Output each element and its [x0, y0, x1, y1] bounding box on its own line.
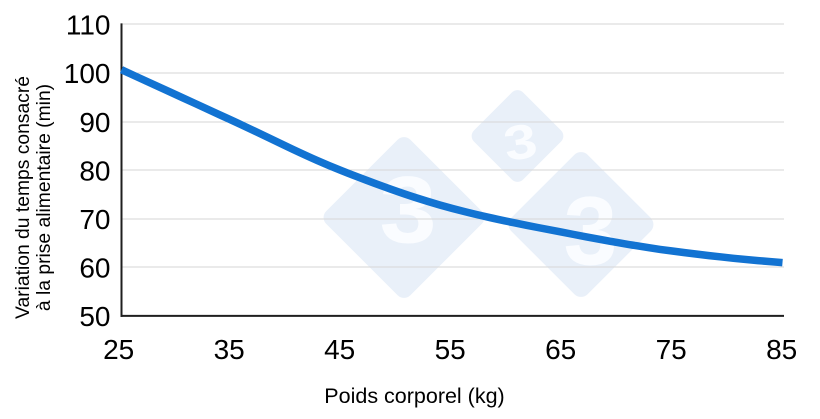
svg-text:65: 65 — [545, 334, 576, 365]
svg-text:90: 90 — [79, 107, 110, 138]
svg-text:45: 45 — [324, 334, 355, 365]
svg-text:3: 3 — [379, 156, 436, 263]
svg-text:60: 60 — [79, 253, 110, 284]
svg-text:25: 25 — [103, 334, 134, 365]
svg-text:3: 3 — [500, 114, 541, 172]
svg-text:100: 100 — [64, 58, 111, 89]
svg-text:35: 35 — [214, 334, 245, 365]
svg-text:110: 110 — [66, 10, 111, 41]
svg-text:Poids corporel (kg): Poids corporel (kg) — [324, 384, 504, 408]
svg-text:75: 75 — [656, 334, 687, 365]
svg-text:85: 85 — [766, 334, 797, 365]
svg-text:55: 55 — [435, 334, 466, 365]
svg-text:80: 80 — [79, 155, 110, 186]
svg-text:70: 70 — [79, 204, 110, 235]
svg-text:Variation du temps consacré: Variation du temps consacré — [13, 76, 34, 319]
svg-text:à la prise alimentaire (min): à la prise alimentaire (min) — [34, 84, 55, 311]
svg-text:50: 50 — [79, 301, 110, 332]
